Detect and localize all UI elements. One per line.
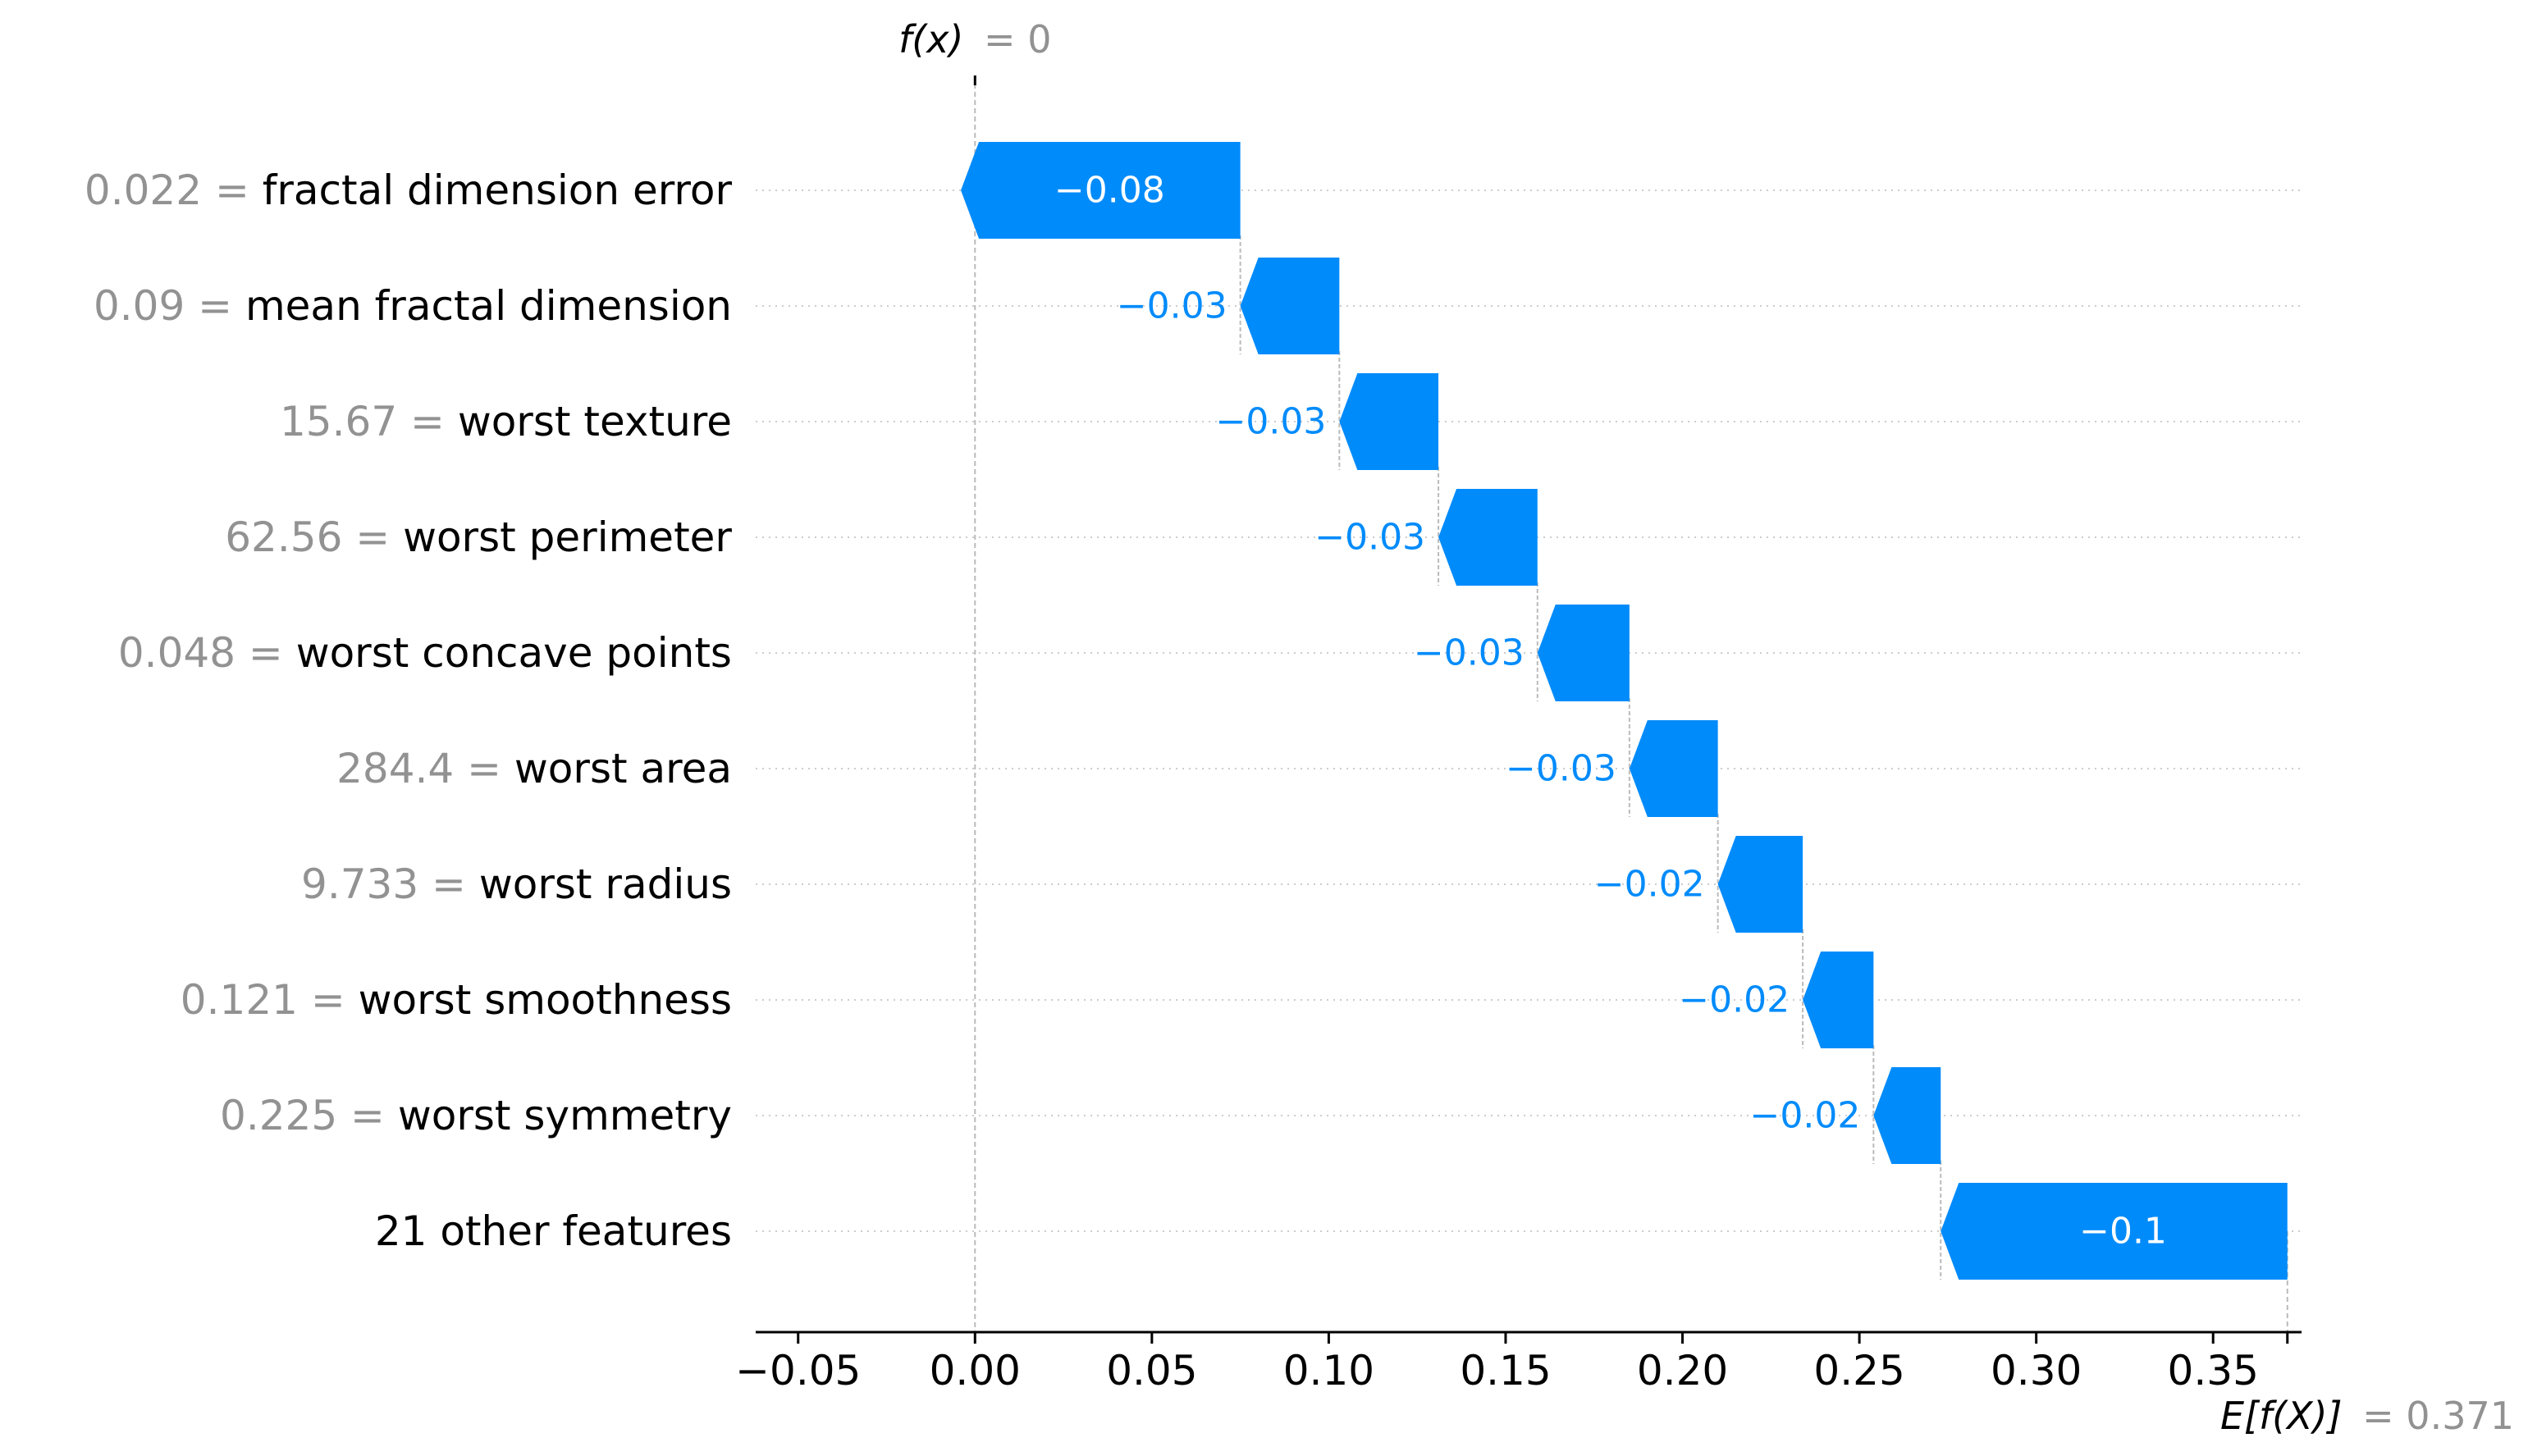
feature-name: worst radius — [479, 860, 732, 908]
feature-name: fractal dimension error — [263, 167, 733, 214]
contribution-bar — [1629, 720, 1718, 817]
feature-value: 9.733 = — [301, 860, 479, 908]
bar-value-label: −0.02 — [1594, 864, 1705, 906]
contribution-bar — [1438, 489, 1538, 586]
x-tick-label: 0.00 — [930, 1347, 1021, 1394]
feature-label: 62.56 = worst perimeter — [225, 513, 732, 561]
feature-name: worst symmetry — [398, 1092, 732, 1139]
feature-label: 0.121 = worst smoothness — [181, 976, 732, 1024]
bars — [961, 142, 2288, 1280]
bar-value-label: −0.03 — [1216, 401, 1327, 443]
x-tick-label: 0.35 — [2168, 1347, 2259, 1394]
feature-labels: −0.08 −0.03 −0.03 −0.03 −0.03 −0.03 −0.02 −0.02… — [85, 167, 2167, 1255]
x-tick-label: 0.15 — [1460, 1347, 1551, 1394]
feature-name: worst texture — [458, 398, 732, 445]
bar-value-label: −0.1 — [2079, 1211, 2167, 1253]
x-tick-label: 0.30 — [1991, 1347, 2082, 1394]
feature-value: 0.121 = — [181, 976, 359, 1024]
bar-value-label: −0.02 — [1749, 1095, 1860, 1137]
output-value-text: = 0 — [984, 17, 1051, 62]
feature-label: 9.733 = worst radius — [301, 860, 732, 908]
x-tick-label: 0.10 — [1283, 1347, 1374, 1394]
feature-name: 21 other features — [375, 1207, 732, 1255]
x-tick-label: 0.25 — [1813, 1347, 1904, 1394]
bar-value-label: −0.03 — [1117, 285, 1227, 327]
bar-value-label: −0.08 — [1054, 170, 1165, 212]
feature-label: 0.022 = fractal dimension error — [85, 167, 733, 214]
contribution-bar — [1941, 1183, 2288, 1280]
contribution-bar — [1339, 373, 1439, 470]
base-value-text: = 0.371 — [2362, 1394, 2514, 1438]
base-value-label: E[f(X)] — [2220, 1394, 2343, 1438]
contribution-bar — [1537, 605, 1630, 701]
feature-name: worst perimeter — [403, 513, 732, 561]
contribution-bar — [1240, 258, 1340, 354]
feature-label: 21 other features — [375, 1207, 732, 1255]
output-value-annotation: f(x) = 0 — [898, 17, 1051, 62]
row-gridlines — [756, 189, 2302, 1232]
feature-value: 0.022 = — [85, 167, 263, 214]
feature-name: worst smoothness — [359, 976, 732, 1024]
feature-name: mean fractal dimension — [245, 282, 732, 330]
bar-value-label: −0.02 — [1679, 979, 1790, 1021]
feature-label: 15.67 = worst texture — [280, 398, 732, 445]
contribution-bar — [1803, 952, 1874, 1048]
feature-name: worst concave points — [296, 629, 732, 677]
connector-lines — [974, 75, 2288, 1332]
feature-value: 62.56 = — [225, 513, 403, 561]
output-value-label: f(x) — [898, 17, 963, 62]
feature-value: 0.09 = — [94, 282, 245, 330]
bar-value-label: −0.03 — [1414, 632, 1525, 674]
contribution-bar — [1717, 836, 1803, 933]
base-value-annotation: E[f(X)] = 0.371 — [2220, 1394, 2514, 1438]
feature-label: 0.048 = worst concave points — [118, 629, 732, 677]
feature-name: worst area — [514, 745, 732, 792]
bar-value-label: −0.03 — [1314, 517, 1425, 559]
feature-value: 284.4 = — [336, 745, 514, 792]
feature-label: 284.4 = worst area — [336, 745, 732, 792]
contribution-bar — [1873, 1067, 1941, 1164]
x-tick-label: 0.20 — [1637, 1347, 1728, 1394]
x-tick-label: −0.05 — [735, 1347, 861, 1394]
contribution-bar — [961, 142, 1241, 239]
x-axis: −0.05 0.00 0.05 0.10 0.15 0.20 0.25 0.30 0.35 — [735, 75, 2302, 1394]
feature-value: 15.67 = — [280, 398, 458, 445]
feature-value: 0.048 = — [118, 629, 296, 677]
bar-value-label: −0.03 — [1506, 748, 1616, 790]
feature-label: 0.225 = worst symmetry — [220, 1092, 732, 1139]
x-tick-label: 0.05 — [1106, 1347, 1197, 1394]
feature-label: 0.09 = mean fractal dimension — [94, 282, 732, 330]
feature-value: 0.225 = — [220, 1092, 398, 1139]
